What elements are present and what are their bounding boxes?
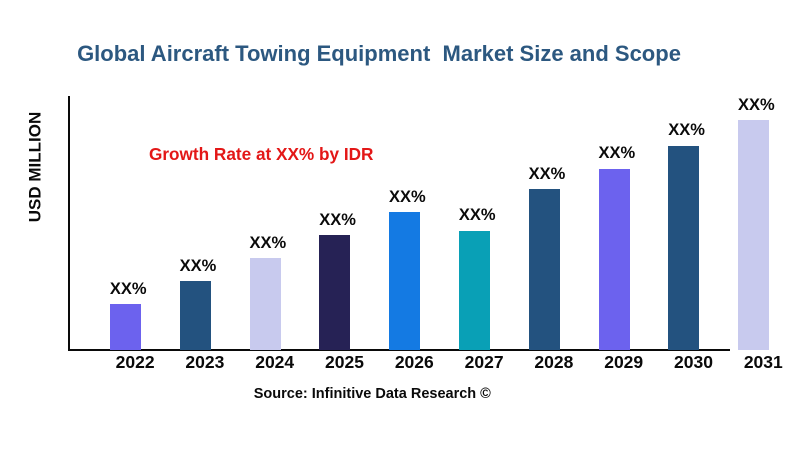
bar-2028 [528,189,560,351]
bar-value-label-2023: XX% [179,256,217,275]
bar-2023 [179,281,211,351]
bar-value-label-2030: XX% [668,121,705,140]
bar-value-label-2022: XX% [109,279,147,298]
growth-rate-annotation: Growth Rate at XX% by IDR [149,143,374,164]
bar-value-label-2025: XX% [319,210,356,229]
x-tick-label-2024: 2024 [255,351,295,372]
x-tick-label-2025: 2025 [325,351,364,372]
bar-2027 [458,230,490,351]
bar-value-label-2031: XX% [738,95,775,114]
x-tick-label-2031: 2031 [743,351,783,372]
bar-2024 [249,258,281,351]
bar-value-label-2027: XX% [458,206,496,225]
y-axis-title: USD MILLION [25,111,45,223]
x-tick-label-2030: 2030 [674,351,713,372]
bar-value-label-2029: XX% [598,144,636,163]
bar-2031 [738,120,770,351]
bar-2025 [319,235,351,351]
bar-value-label-2024: XX% [249,233,287,252]
bar-2030 [668,145,700,351]
x-tick-label-2029: 2029 [604,351,644,372]
source-note: Source: Infinitive Data Research © [253,385,491,402]
x-tick-label-2022: 2022 [115,351,155,372]
bar-value-label-2026: XX% [389,187,426,206]
x-tick-label-2023: 2023 [185,351,225,372]
y-axis-line [68,96,70,351]
bar-2026 [389,212,421,351]
bar-2029 [598,168,630,351]
x-tick-label-2028: 2028 [534,351,574,372]
x-tick-label-2026: 2026 [394,351,434,372]
bar-2022 [109,304,141,351]
x-tick-label-2027: 2027 [464,351,504,372]
bar-value-label-2028: XX% [528,164,566,183]
chart-title: Global Aircraft Towing Equipment Market … [77,40,681,66]
